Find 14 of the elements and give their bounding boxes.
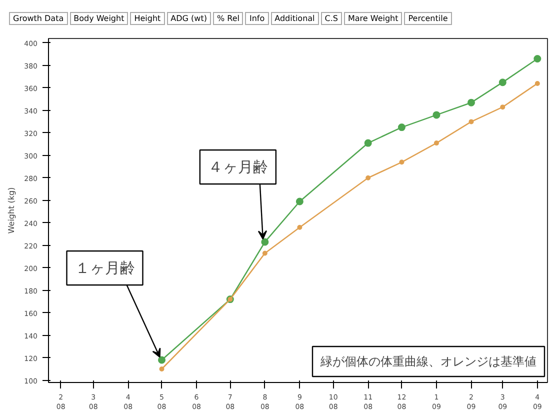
annotation: １ヶ月齢 xyxy=(74,259,135,278)
text: Height xyxy=(130,12,165,25)
text: Percentile xyxy=(404,12,452,25)
y-axis-title: Weight (kg) xyxy=(7,187,16,234)
text: C.S xyxy=(320,12,342,25)
text: Mare Weight xyxy=(344,12,402,25)
text: % Rel xyxy=(212,12,244,25)
text: Growth Data xyxy=(9,12,68,25)
text: Additional xyxy=(270,12,319,25)
text: ADG (wt) xyxy=(166,12,211,25)
text: Info xyxy=(245,12,269,25)
annotation: 緑が個体の体重曲線、オレンジは基準値 xyxy=(320,354,536,368)
text: Body Weight xyxy=(70,12,128,25)
annotation: ４ヶ月齢 xyxy=(208,158,268,176)
